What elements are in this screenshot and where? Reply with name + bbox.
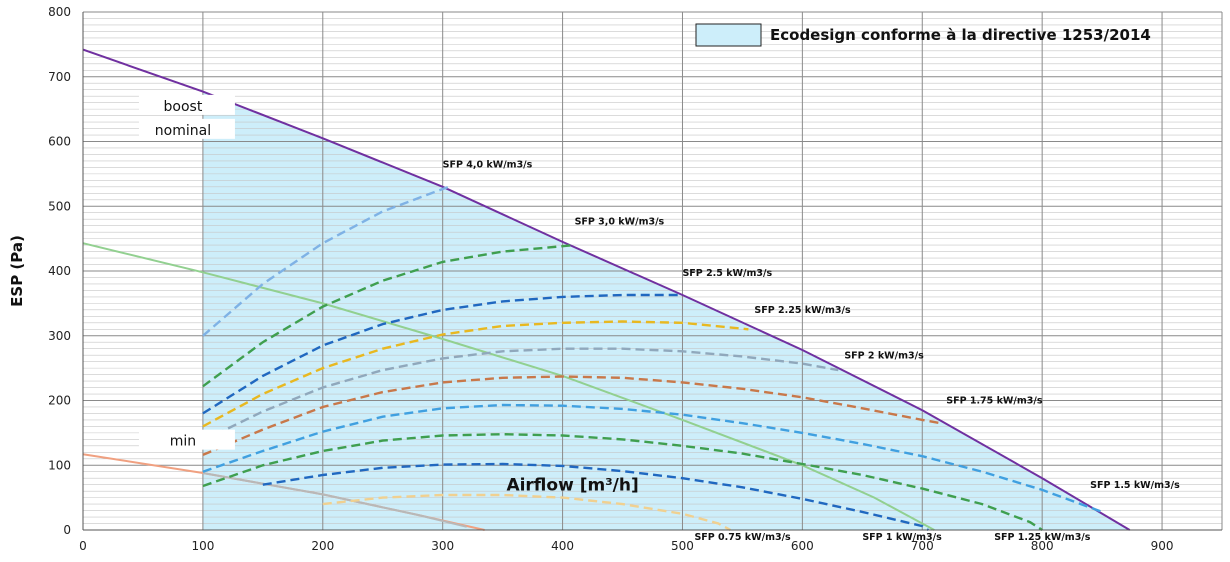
sfp-label: SFP 1.75 kW/m3/s [946, 396, 1043, 407]
sfp-curve [202, 243, 575, 388]
x-tick-label: 300 [431, 539, 454, 553]
sfp-label: SFP 1.25 kW/m3/s [994, 532, 1091, 543]
sfp-curves [202, 185, 1103, 532]
y-tick-label: 200 [48, 394, 71, 408]
mode-label: min [170, 434, 196, 450]
compliance-area [202, 91, 1130, 530]
sfp-labels: SFP 4,0 kW/m3/s SFP 3,0 kW/m3/s SFP 2.5 kW… [443, 159, 1180, 543]
y-tick-label: 700 [48, 70, 71, 84]
x-tick-label: 600 [791, 539, 814, 553]
mode-label: boost [164, 99, 203, 115]
x-tick-labels: 0 100 200 300 400 500 600 700 800 900 [79, 539, 1173, 553]
sfp-label: SFP 4,0 kW/m3/s [443, 159, 533, 170]
mode-label: nominal [155, 123, 211, 139]
legend: Ecodesign conforme à la directive 1253/2… [695, 23, 1151, 47]
sfp-curve [202, 347, 839, 442]
sfp-label: SFP 2.5 kW/m3/s [682, 268, 772, 279]
sfp-label: SFP 1 kW/m3/s [862, 532, 942, 543]
x-tick-label: 700 [911, 539, 934, 553]
x-tick-label: 400 [551, 539, 574, 553]
mode-labels: boost nominal min [138, 94, 235, 450]
x-tick-label: 900 [1151, 539, 1174, 553]
y-tick-labels: 0 100 200 300 400 500 600 700 800 [48, 5, 71, 537]
sfp-label: SFP 1.5 kW/m3/s [1090, 480, 1180, 491]
mode-label-box [138, 94, 235, 115]
sfp-curve [202, 320, 749, 428]
sfp-label: SFP 0.75 kW/m3/s [694, 532, 791, 543]
sfp-label: SFP 2 kW/m3/s [844, 350, 924, 361]
y-tick-label: 0 [63, 523, 71, 537]
sfp-curve [202, 432, 1043, 532]
y-tick-label: 600 [48, 135, 71, 149]
y-axis-title: ESP (Pa) [8, 235, 26, 307]
x-tick-label: 800 [1031, 539, 1054, 553]
y-tick-label: 100 [48, 458, 71, 472]
horizontal-gridlines [83, 11, 1222, 531]
vertical-gridlines [82, 12, 1223, 530]
sfp-curve [322, 493, 731, 532]
x-tick-label: 0 [79, 539, 87, 553]
y-tick-label: 500 [48, 199, 71, 213]
sfp-curve [202, 403, 1103, 514]
fan-curve-boost [82, 48, 1131, 531]
legend-label: Ecodesign conforme à la directive 1253/2… [770, 26, 1151, 44]
y-tick-label: 300 [48, 329, 71, 343]
y-tick-label: 400 [48, 264, 71, 278]
sfp-curve [202, 375, 941, 457]
x-tick-label: 500 [671, 539, 694, 553]
y-tick-label: 800 [48, 5, 71, 19]
legend-swatch [695, 23, 762, 47]
sfp-curve [202, 293, 683, 415]
mode-label-box [138, 429, 235, 450]
sfp-label: SFP 3,0 kW/m3/s [575, 216, 665, 227]
sfp-curve [262, 462, 929, 532]
mode-label-box [138, 118, 235, 139]
sfp-curve [202, 185, 450, 337]
x-axis-title: Airflow [m³/h] [506, 476, 638, 496]
x-tick-label: 200 [311, 539, 334, 553]
x-tick-label: 100 [191, 539, 214, 553]
sfp-label: SFP 2.25 kW/m3/s [754, 305, 851, 316]
